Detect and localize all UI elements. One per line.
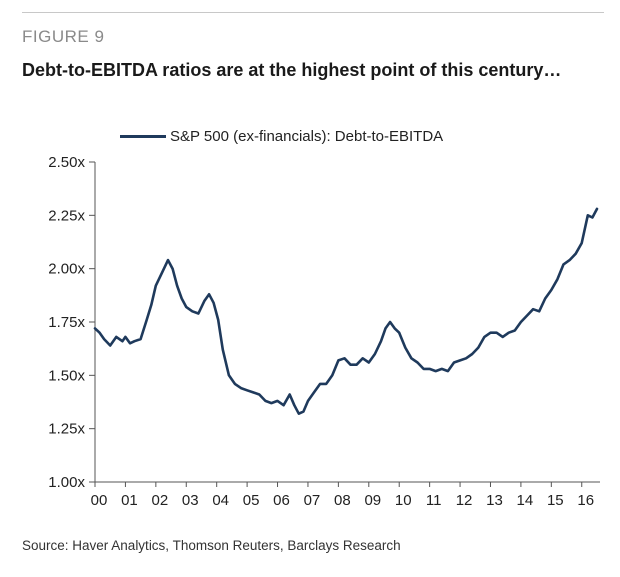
series-group (93, 207, 599, 415)
x-tick-label: 11 (426, 492, 442, 509)
x-tick-label: 12 (456, 492, 473, 509)
y-tick-label: 2.25x (48, 207, 85, 224)
top-rule (22, 12, 604, 13)
y-tick-label: 1.50x (48, 367, 85, 384)
x-tick-label: 05 (243, 492, 260, 509)
x-tick-label: 13 (486, 492, 503, 509)
x-tick-label: 16 (577, 492, 594, 509)
source-note: Source: Haver Analytics, Thomson Reuters… (22, 538, 401, 553)
x-tick-label: 04 (212, 492, 229, 509)
chart-title: Debt-to-EBITDA ratios are at the highest… (22, 60, 562, 80)
x-tick-label: 00 (91, 492, 108, 509)
y-tick-label: 2.50x (48, 154, 85, 171)
x-tick-label: 15 (547, 492, 564, 509)
y-tick-label: 1.75x (48, 314, 85, 331)
x-tick-label: 01 (121, 492, 138, 509)
x-axis: 00 01 02 03 04 05 06 07 08 09 10 11 12 13 14 15 16 (91, 481, 600, 509)
x-tick-label: 14 (517, 492, 534, 509)
x-tick-label: 08 (334, 492, 351, 509)
y-tick-label: 1.25x (48, 421, 85, 438)
legend-swatch (120, 135, 166, 138)
y-tick-label: 2.00x (48, 261, 85, 278)
x-tick-label: 06 (273, 492, 290, 509)
x-tick-label: 07 (304, 492, 321, 509)
x-tick-label: 10 (395, 492, 412, 509)
x-tick-label: 02 (151, 492, 168, 509)
y-axis: 1.00x 1.25x 1.50x 1.75x 2.00x 2.25x 2.50x (48, 154, 96, 491)
x-tick-label: 09 (364, 492, 381, 509)
x-tick-label: 03 (182, 492, 199, 509)
legend: S&P 500 (ex-financials): Debt-to-EBITDA (120, 128, 443, 145)
figure-label: FIGURE 9 (22, 27, 105, 46)
legend-label: S&P 500 (ex-financials): Debt-to-EBITDA (170, 128, 444, 145)
y-tick-label: 1.00x (48, 474, 85, 491)
series-line (93, 207, 599, 415)
